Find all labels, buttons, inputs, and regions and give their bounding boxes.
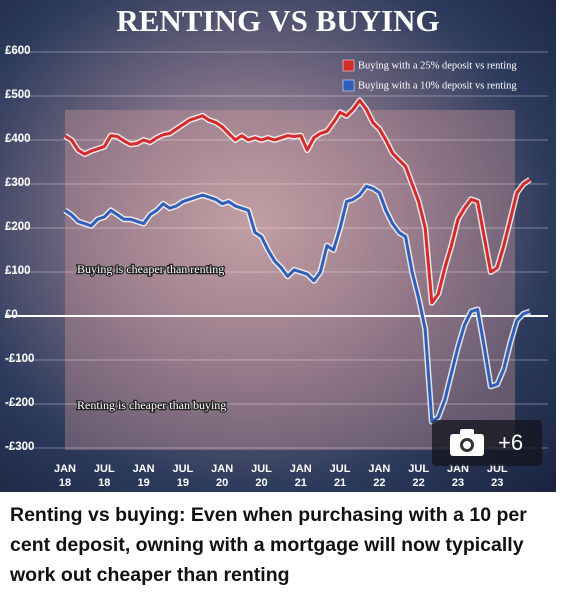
line: [64, 184, 531, 424]
x-tick-label: JAN 21: [289, 463, 312, 489]
x-tick-label: JAN 19: [132, 463, 155, 489]
x-tick-label: JUL 21: [329, 463, 351, 489]
y-tick-label: -£300: [5, 441, 34, 453]
legend-label: Buying with a 10% deposit vs renting: [358, 80, 517, 91]
y-tick-label: £0: [5, 309, 18, 321]
legend-swatch: [342, 79, 355, 92]
y-tick-label: £500: [5, 89, 31, 101]
y-tick-label: £100: [5, 265, 31, 277]
camera-icon: [450, 429, 484, 456]
x-tick-label: JUL 19: [172, 463, 194, 489]
x-tick-label: JAN 22: [368, 463, 391, 489]
chart: RENTING VS BUYING £600 £500 £400 £300 £200 £1…: [5, 3, 531, 453]
x-tick-label: JUL 20: [251, 463, 272, 489]
y-tick-label: £600: [5, 45, 31, 57]
annotation: Renting is cheaper than buying: [77, 398, 226, 412]
x-tick-label: JUL 23: [486, 463, 508, 489]
y-tick-label: -£100: [5, 353, 34, 365]
x-tick-label: JAN 18: [53, 463, 76, 489]
y-tick-label: £300: [5, 177, 31, 189]
y-tick-label: £200: [5, 221, 31, 233]
photo-gallery-button[interactable]: +6: [432, 420, 542, 466]
chart-title: RENTING VS BUYING: [116, 3, 439, 38]
chart-image: RENTING VS BUYING £600 £500 £400 £300 £200 £1…: [0, 0, 556, 492]
y-tick-label: -£200: [5, 397, 34, 409]
caption: Renting vs buying: Even when purchasing …: [10, 504, 527, 586]
legend-label: Buying with a 25% deposit vs renting: [358, 60, 517, 71]
line: [64, 98, 531, 305]
x-tick-label: JUL 22: [408, 463, 430, 489]
legend-swatch: [342, 59, 355, 72]
annotation: Buying is cheaper than renting: [77, 262, 224, 276]
x-tick-label: JAN 23: [446, 463, 469, 489]
photo-count: +6: [498, 430, 524, 455]
y-tick-label: £400: [5, 133, 31, 145]
x-tick-label: JAN 20: [211, 463, 234, 489]
x-tick-label: JUL 18: [93, 463, 115, 489]
